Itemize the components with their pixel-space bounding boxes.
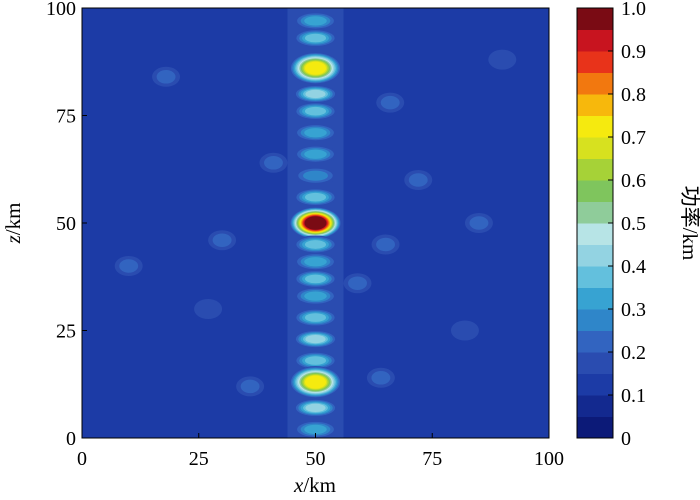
y-tick-label: 0	[66, 428, 76, 450]
stripe-blob	[293, 235, 338, 254]
colorbar-tick-label: 0.7	[621, 127, 646, 149]
colorbar-segment	[577, 223, 613, 245]
colorbar-segment	[577, 416, 613, 439]
x-tick-label: 25	[189, 448, 209, 470]
colorbar-segment	[577, 330, 613, 353]
side-blob	[404, 170, 433, 190]
colorbar-segment	[577, 115, 613, 138]
colorbar-tick-label: 0.4	[621, 256, 646, 278]
x-tick-label: 100	[534, 448, 564, 470]
colorbar-segment	[577, 94, 613, 116]
x-axis-label: x/km	[293, 473, 336, 497]
y-axis-label: z/km	[1, 203, 25, 245]
side-blob	[343, 273, 372, 294]
side-blob	[152, 66, 181, 87]
stripe-blob	[293, 287, 338, 306]
y-tick-label: 25	[56, 321, 76, 343]
heat-layer	[114, 8, 517, 438]
side-blob	[366, 367, 395, 388]
x-tick-label: 75	[422, 448, 442, 470]
colorbar	[577, 8, 613, 439]
colorbar-segment	[577, 72, 613, 95]
peak-blob	[289, 207, 342, 239]
colorbar-ticks: 0 0.1 0.2 0.3 0.4 0.5 0.6 0.7 0.8 0.9 1.0	[608, 0, 646, 450]
stripe-blob	[293, 145, 338, 164]
colorbar-segment	[577, 352, 613, 374]
colorbar-segment	[577, 158, 613, 181]
colorbar-tick-label: 0.6	[621, 170, 646, 192]
y-tick-label: 75	[56, 106, 76, 128]
stripe-blob	[289, 52, 342, 85]
side-blob	[376, 92, 405, 113]
colorbar-tick-label: 0.1	[621, 385, 646, 407]
y-tick-label: 50	[56, 213, 76, 235]
colorbar-segment	[577, 180, 613, 202]
side-blob	[236, 376, 265, 397]
stripe-blob	[293, 252, 338, 271]
side-blob	[208, 230, 237, 251]
side-blob	[371, 234, 400, 255]
stripe-blob	[293, 351, 338, 370]
colorbar-tick-label: 1.0	[621, 0, 646, 20]
colorbar-tick-label: 0.9	[621, 41, 646, 63]
stripe-blob	[293, 420, 338, 438]
colorbar-tick-label: 0.2	[621, 342, 646, 364]
colorbar-segment	[577, 29, 613, 52]
colorbar-segment	[577, 395, 613, 417]
y-tick-label: 100	[46, 0, 76, 20]
y-axis-ticks: 0 25 50 75 100	[46, 0, 87, 450]
colorbar-segment	[577, 266, 613, 288]
x-tick-label: 50	[306, 448, 326, 470]
side-blob	[259, 152, 288, 173]
colorbar-segment	[577, 309, 613, 331]
stripe-blob	[293, 398, 338, 417]
side-blob	[488, 49, 517, 70]
colorbar-tick-label: 0.3	[621, 299, 646, 321]
side-blob	[194, 299, 223, 319]
colorbar-segment	[577, 51, 613, 73]
stripe-blob	[293, 11, 338, 30]
stripe-blob	[293, 123, 338, 142]
colorbar-segment	[577, 244, 613, 267]
stripe-blob	[293, 29, 338, 48]
colorbar-segment	[577, 373, 613, 396]
colorbar-tick-label: 0.5	[621, 213, 646, 235]
stripe-blob	[293, 308, 338, 327]
stripe-blob	[293, 188, 338, 207]
stripe-blob	[289, 366, 342, 399]
side-blob	[450, 320, 479, 341]
side-blob	[464, 213, 493, 233]
colorbar-tick-label: 0.8	[621, 84, 646, 106]
colorbar-segment	[577, 287, 613, 310]
stripe-blob	[293, 85, 338, 103]
colorbar-segment	[577, 201, 613, 224]
colorbar-label: 功率/km	[678, 186, 700, 261]
side-blob	[114, 256, 143, 276]
colorbar-segment	[577, 137, 613, 159]
colorbar-segment	[577, 8, 613, 30]
x-axis-ticks: 0 25 50 75 100	[77, 433, 564, 470]
stripe-blob	[293, 330, 338, 349]
x-tick-label: 0	[77, 448, 87, 470]
colorbar-tick-label: 0	[621, 428, 631, 450]
stripe-blob	[293, 269, 338, 288]
stripe-blob	[293, 166, 338, 185]
stripe-blob	[293, 102, 338, 121]
